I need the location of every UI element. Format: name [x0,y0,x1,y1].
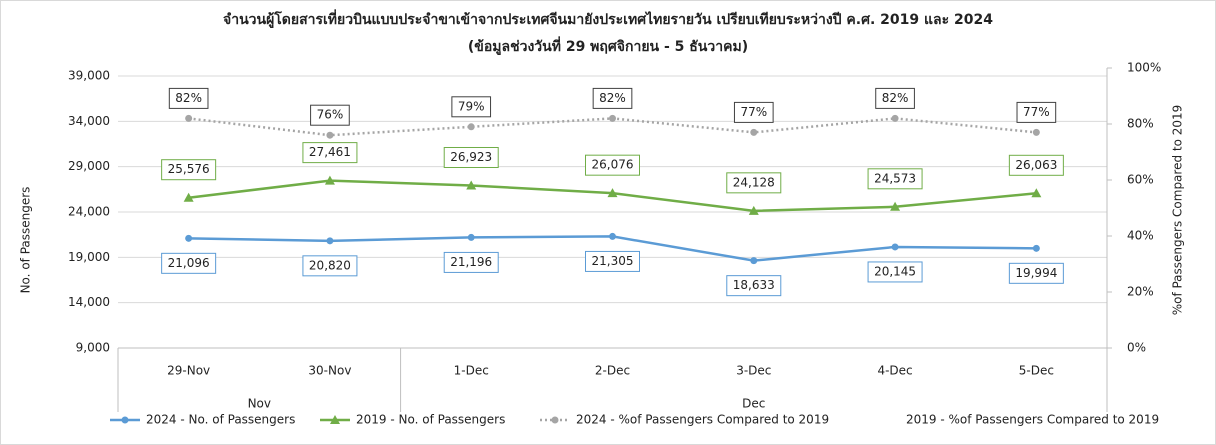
data-label: 26,923 [450,150,492,164]
data-point [183,192,194,202]
data-label-box [592,87,633,109]
data-point [326,131,334,139]
y-tick-label: 19,000 [68,250,110,264]
data-point [891,114,899,122]
data-label: 82% [599,91,626,105]
chart-title: จำนวนผู้โดยสารเที่ยวบินแบบประจำขาเข้าจาก… [223,9,993,28]
x-group-label: Nov [248,397,271,411]
data-label-box [161,159,217,181]
x-tick-label: 2-Dec [595,364,630,378]
data-label-box [168,87,209,109]
data-point [1032,244,1040,252]
legend-marker [330,415,340,424]
data-label: 19,994 [1015,266,1057,280]
data-label: 76% [317,108,344,122]
y2-axis-title: %of Passengers Compared to 2019 [1171,105,1185,316]
x-group-label: Dec [742,397,765,411]
data-label-box [867,168,923,190]
data-label: 25,576 [168,162,210,176]
data-label-box [310,104,350,126]
data-label-box [161,252,217,274]
data-point [891,243,899,251]
data-label-box [585,250,640,272]
data-point [607,188,618,198]
data-label: 20,820 [309,258,351,272]
data-label: 79% [458,99,485,113]
data-label: 77% [740,105,767,119]
data-label-box [443,251,499,273]
data-point [750,257,758,265]
y-tick-label: 9,000 [76,341,110,355]
data-label-box [443,146,499,168]
data-label-box [451,96,492,118]
data-label-box [302,255,358,277]
data-label: 24,128 [733,175,775,189]
y-tick-label: 24,000 [68,205,110,219]
data-label-box [867,261,923,283]
data-label-box [1008,154,1064,176]
data-label: 82% [175,91,202,105]
data-label-box [875,87,915,109]
data-label: 18,633 [733,278,775,292]
x-tick-label: 4-Dec [877,364,912,378]
y-tick-label: 14,000 [68,295,110,309]
x-tick-label: 1-Dec [454,364,489,378]
legend-label: 2024 - %of Passengers Compared to 2019 [576,413,829,427]
data-point [609,114,616,122]
data-label: 21,096 [168,256,210,270]
data-label-box [733,101,774,123]
data-point [609,232,616,240]
x-tick-label: 29-Nov [167,364,210,378]
data-label: 26,063 [1015,158,1057,172]
legend-label: 2019 - No. of Passengers [356,413,505,427]
chart-subtitle: (ข้อมูลช่วงวันที่ 29 พฤศจิกายน - 5 ธันวา… [468,36,748,55]
data-point [185,114,193,122]
legend-marker [121,416,129,424]
y-tick-label: 34,000 [68,114,110,128]
data-label: 26,076 [592,158,634,172]
data-label: 21,305 [592,254,634,268]
data-label-box [1016,101,1057,123]
y2-tick-label: 80% [1127,117,1154,131]
y-axis-title: No. of Passengers [19,187,33,294]
data-point [890,201,901,211]
data-label-box [726,172,782,194]
data-point [467,123,475,131]
data-label-box [726,275,782,297]
x-tick-label: 30-Nov [308,364,351,378]
x-tick-label: 5-Dec [1019,364,1054,378]
y2-tick-label: 100% [1127,61,1161,75]
data-point [467,233,475,241]
data-point [324,175,335,185]
data-point [185,234,193,242]
data-point [1031,188,1042,198]
data-label: 24,573 [874,171,916,185]
data-label-box [302,142,358,164]
data-label: 27,461 [309,145,351,159]
data-label: 82% [882,91,909,105]
data-label: 20,145 [874,264,916,278]
legend-label: 2024 - No. of Passengers [146,413,295,427]
y-tick-label: 29,000 [68,159,110,173]
data-label: 77% [1023,105,1050,119]
y2-tick-label: 40% [1127,229,1154,243]
y2-tick-label: 20% [1127,285,1154,299]
y2-tick-label: 60% [1127,173,1154,187]
y2-tick-label: 0% [1127,341,1146,355]
data-label-box [1008,262,1064,284]
data-label-box [585,154,640,176]
data-point [748,205,759,215]
x-tick-label: 3-Dec [736,364,771,378]
data-point [326,237,334,245]
data-point [1032,128,1040,136]
data-label: 21,196 [450,255,492,269]
legend-label: 2019 - %of Passengers Compared to 2019 [906,413,1159,427]
y-tick-label: 39,000 [68,69,110,83]
legend-marker [551,416,559,424]
data-point [466,180,477,190]
data-point [750,128,758,136]
